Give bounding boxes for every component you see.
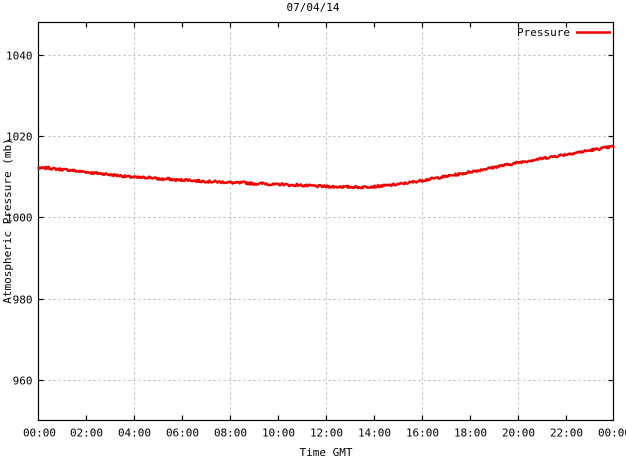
series-lines [37,144,615,190]
y-tick-label: 1000 [6,212,33,225]
chart-legend: Pressure [517,26,611,39]
x-tick-label: 12:00 [310,427,343,440]
x-axis-title: Time GMT [300,446,353,459]
y-axis-tick-labels: 960 980 1000 1020 1040 [6,50,33,388]
x-gridlines [134,22,519,421]
y-axis-title: Atmospheric Pressure (mb) [1,138,14,304]
chart-title: 07/04/14 [286,1,340,14]
x-tick-label: 00:00 [598,427,626,440]
x-tick-label: 04:00 [118,427,151,440]
legend-label-pressure: Pressure [517,26,570,39]
x-tick-label: 16:00 [406,427,439,440]
x-tick-label: 18:00 [454,427,487,440]
x-tick-label: 00:00 [23,427,56,440]
y-tick-label: 1020 [6,131,33,144]
y-tick-label: 960 [13,375,33,388]
y-gridlines [38,55,614,381]
x-tick-label: 22:00 [550,427,583,440]
x-tick-label: 02:00 [70,427,103,440]
plot-frame [37,21,615,422]
y-tick-label: 1040 [6,50,33,63]
series-line-pressure [37,144,615,190]
x-tick-label: 20:00 [502,427,535,440]
x-tickmarks [85,22,568,421]
x-tick-label: 06:00 [166,427,199,440]
x-axis-tick-labels: 00:00 02:00 04:00 06:00 08:00 10:00 12:00 14:00… [23,427,626,440]
y-tickmarks [38,54,614,382]
x-tick-label: 10:00 [262,427,295,440]
x-tick-label: 14:00 [358,427,391,440]
x-tick-label: 08:00 [214,427,247,440]
y-tick-label: 980 [13,294,33,307]
